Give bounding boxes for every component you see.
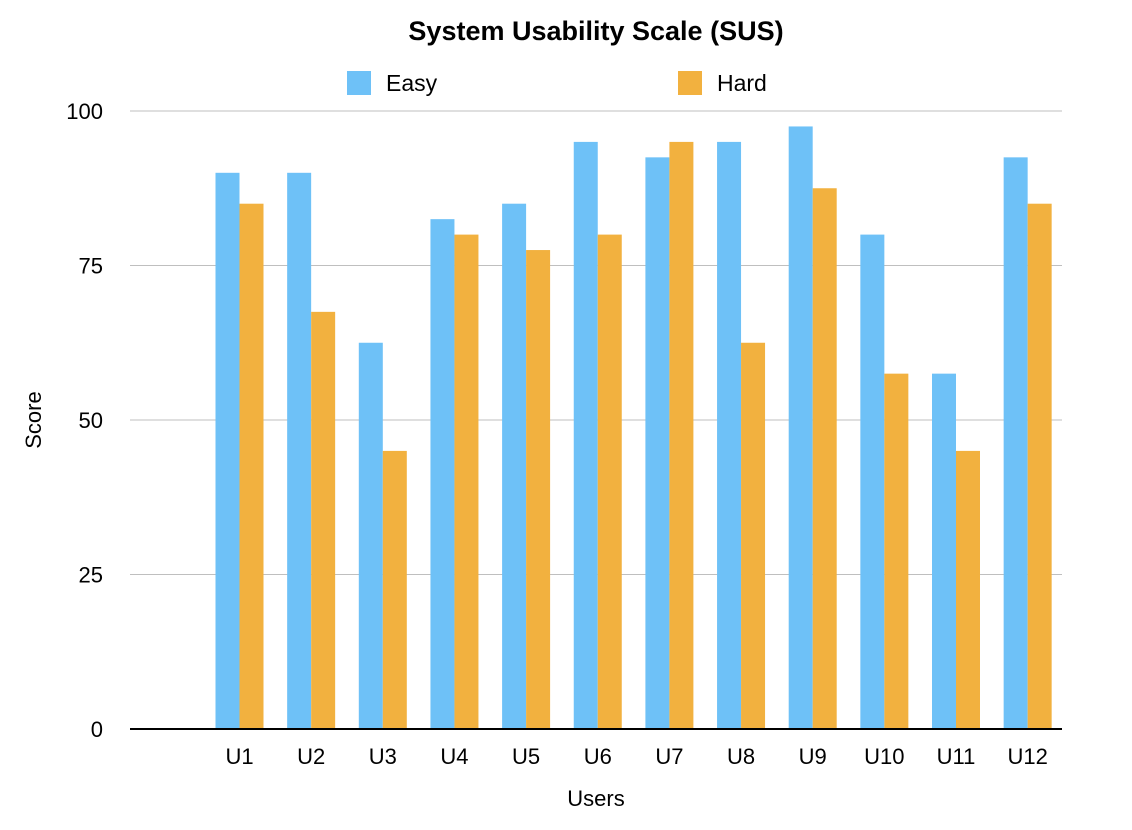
bars (215, 126, 1052, 730)
bar-hard-u4 (454, 234, 479, 729)
bar-hard-u8 (741, 342, 766, 729)
x-tick-label: U11 (937, 744, 976, 769)
legend-label-easy: Easy (386, 70, 438, 96)
bar-easy-u7 (645, 157, 670, 730)
y-axis-label: Score (21, 391, 46, 448)
legend: Easy Hard (347, 70, 767, 96)
y-tick-labels: 0 25 50 75 100 (66, 99, 103, 742)
x-tick-label: U4 (440, 744, 468, 769)
bar-easy-u8 (717, 141, 742, 729)
y-tick-label: 25 (79, 563, 103, 588)
x-tick-label: U5 (512, 744, 540, 769)
x-tick-label: U2 (297, 744, 325, 769)
bar-hard-u11 (956, 450, 980, 729)
legend-swatch-easy (347, 71, 371, 95)
x-tick-labels: U1 U2 U3 U4 U5 U6 U7 U8 U9 U10 U11 U12 (225, 744, 1047, 769)
y-tick-label: 75 (79, 254, 103, 279)
bar-hard-u12 (1027, 203, 1052, 729)
bar-hard-u6 (597, 234, 622, 729)
bar-hard-u7 (669, 141, 694, 729)
x-tick-label: U9 (799, 744, 827, 769)
y-tick-label: 50 (79, 408, 103, 433)
bar-easy-u9 (788, 126, 813, 729)
bar-easy-u12 (1003, 157, 1028, 730)
bar-hard-u1 (239, 203, 264, 729)
bar-hard-u3 (382, 450, 407, 729)
x-tick-label: U10 (864, 744, 904, 769)
x-tick-label: U8 (727, 744, 755, 769)
bar-easy-u2 (287, 172, 312, 730)
bar-hard-u2 (311, 311, 336, 729)
bar-easy-u10 (860, 234, 885, 729)
legend-label-hard: Hard (717, 70, 767, 96)
x-tick-label: U3 (369, 744, 397, 769)
x-tick-label: U7 (655, 744, 683, 769)
bar-hard-u10 (884, 373, 909, 729)
x-tick-label: U1 (225, 744, 253, 769)
x-tick-label: U12 (1007, 744, 1047, 769)
bar-easy-u1 (215, 172, 240, 730)
x-tick-label: U6 (584, 744, 612, 769)
bar-easy-u11 (932, 373, 956, 729)
legend-swatch-hard (678, 71, 702, 95)
bar-easy-u3 (358, 342, 383, 729)
bar-easy-u4 (430, 219, 455, 729)
chart-title: System Usability Scale (SUS) (408, 16, 783, 46)
bar-easy-u5 (502, 203, 527, 729)
bar-hard-u5 (526, 250, 551, 730)
y-tick-label: 100 (66, 99, 103, 124)
x-axis-label: Users (567, 786, 624, 811)
bar-easy-u6 (573, 141, 598, 729)
bar-hard-u9 (812, 188, 837, 729)
y-tick-label: 0 (91, 717, 103, 742)
